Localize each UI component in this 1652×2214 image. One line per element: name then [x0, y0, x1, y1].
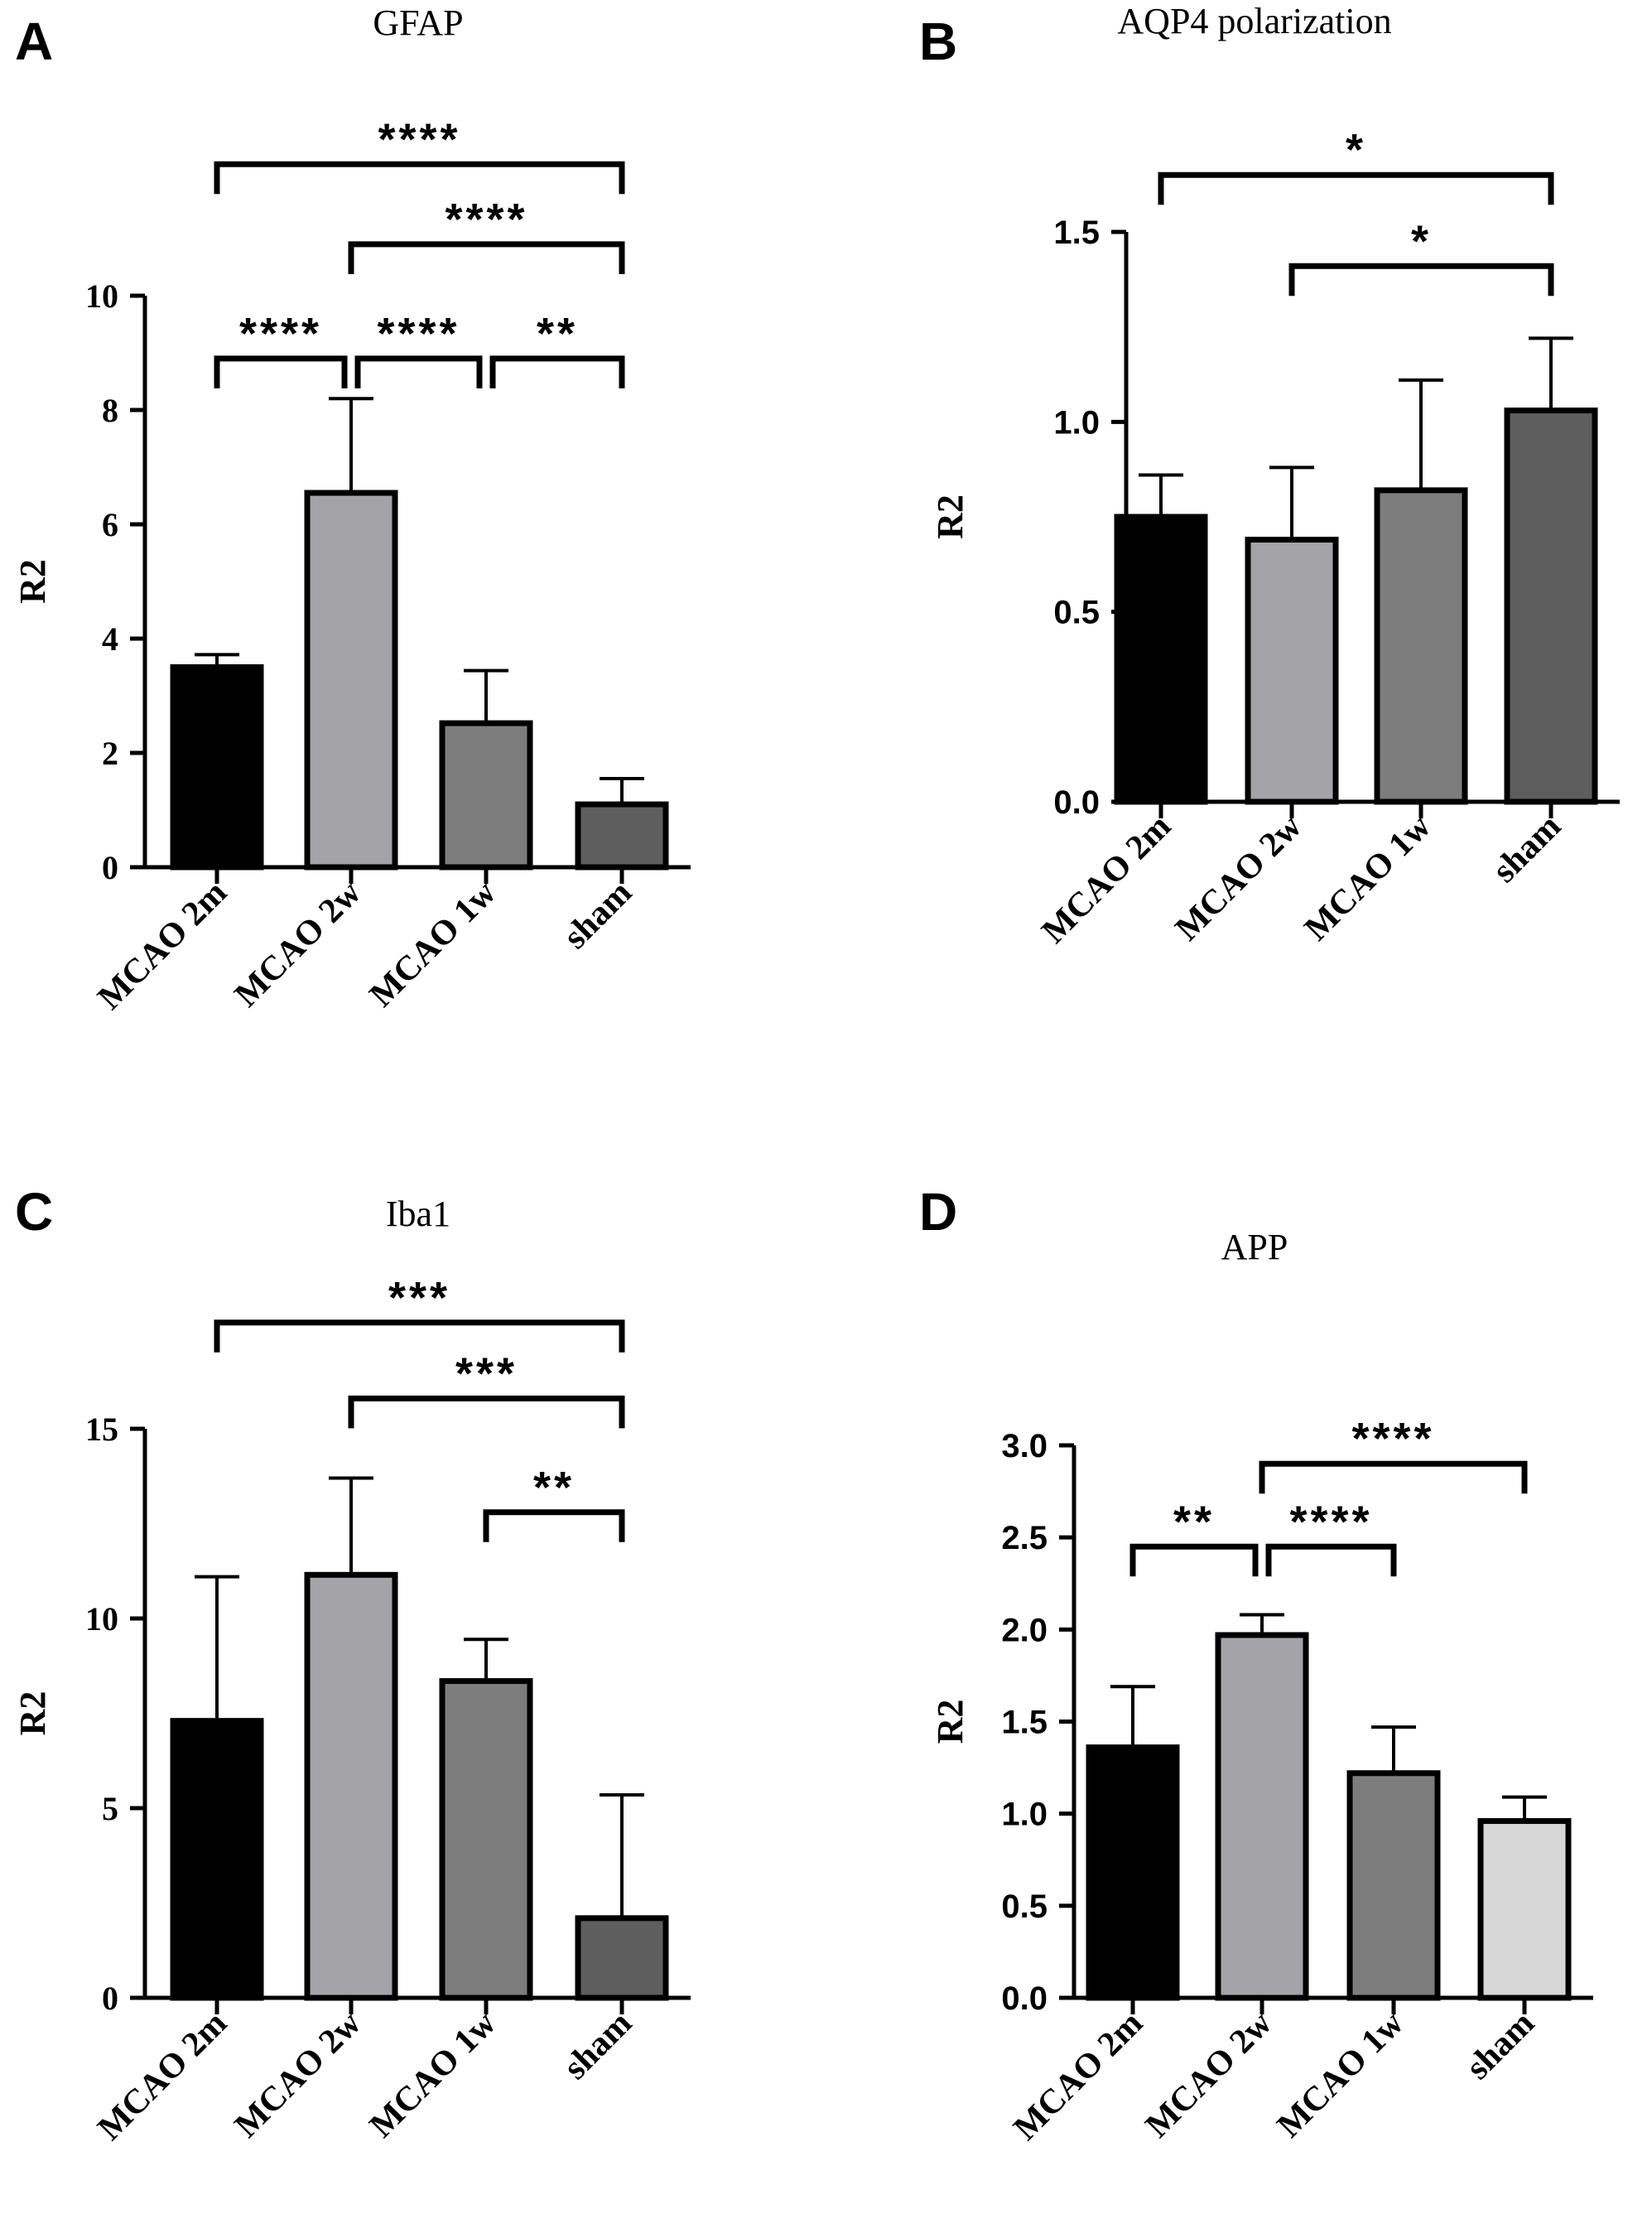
chart-title: GFAP: [373, 2, 463, 43]
category-label: MCAO 2m: [1034, 808, 1178, 952]
category-label: MCAO 1w: [1270, 2004, 1412, 2145]
y-tick-label: 1.5: [1001, 1705, 1048, 1741]
y-tick-label: 2.0: [1001, 1612, 1048, 1648]
bar: [304, 1571, 398, 2001]
y-axis-label: R2: [12, 559, 53, 604]
significance-bracket: [489, 355, 625, 388]
y-tick-label: 1.0: [1053, 404, 1100, 441]
y-axis-label: R2: [12, 1691, 53, 1736]
bar: [170, 1718, 264, 2001]
bar: [304, 490, 398, 871]
chart-title: AQP4 polarization: [1117, 1, 1391, 41]
significance-bracket: [354, 355, 483, 388]
significance-bracket: [214, 161, 625, 195]
y-tick-label: 4: [102, 620, 118, 658]
category-label: MCAO 2w: [1139, 2004, 1280, 2145]
category-label: MCAO 2m: [1006, 2004, 1150, 2149]
significance-label: ***: [388, 1273, 450, 1323]
bar: [170, 664, 264, 871]
y-tick-label: 1.0: [1001, 1797, 1048, 1833]
y-tick-label: 3.0: [1001, 1428, 1048, 1464]
significance-label: ****: [239, 309, 322, 359]
y-tick-label: 5: [102, 1790, 118, 1827]
significance-label: ****: [1351, 1414, 1434, 1464]
bar: [1086, 1744, 1180, 2001]
y-tick-label: 10: [85, 1600, 118, 1638]
bar: [439, 1678, 533, 2001]
bar: [1215, 1632, 1309, 2001]
significance-bracket: [214, 355, 348, 388]
significance-label: **: [1173, 1497, 1215, 1546]
y-tick-label: 2.5: [1001, 1520, 1048, 1556]
significance-bracket: [483, 1509, 625, 1542]
significance-bracket: [348, 1395, 625, 1429]
significance-label: *: [1411, 216, 1432, 266]
category-label: MCAO 2m: [90, 874, 234, 1018]
y-tick-label: 0.5: [1053, 595, 1100, 631]
bar: [1374, 487, 1468, 805]
significance-label: ****: [377, 309, 460, 359]
significance-bracket: [1288, 263, 1554, 297]
bar: [1245, 537, 1339, 805]
bar: [1346, 1770, 1441, 2001]
significance-bracket: [214, 1319, 625, 1353]
category-label: MCAO 2w: [228, 2004, 369, 2145]
significance-label: ****: [1289, 1497, 1372, 1546]
bar: [575, 801, 669, 871]
y-tick-label: 10: [85, 277, 118, 315]
category-label: MCAO 1w: [363, 2004, 504, 2145]
significance-bracket: [1158, 171, 1554, 205]
significance-bracket: [1129, 1543, 1259, 1577]
category-label: sham: [1459, 2004, 1542, 2087]
significance-label: **: [537, 309, 578, 359]
panel-letter: A: [15, 12, 53, 71]
significance-label: ****: [378, 114, 460, 164]
chart-title: Iba1: [386, 1194, 450, 1234]
significance-label: ****: [445, 195, 527, 244]
category-label: MCAO 1w: [1298, 807, 1439, 948]
bar: [1477, 1818, 1572, 2001]
y-tick-label: 2: [102, 735, 118, 772]
significance-label: **: [533, 1463, 575, 1512]
category-label: sham: [556, 2004, 639, 2087]
y-tick-label: 0: [102, 849, 118, 886]
chart-title: APP: [1221, 1227, 1288, 1267]
y-tick-label: 8: [102, 392, 118, 429]
y-tick-label: 0: [102, 1980, 118, 2017]
bar: [439, 720, 533, 871]
bar: [1114, 514, 1208, 805]
y-axis-label: R2: [930, 1700, 970, 1744]
panel-letter: D: [919, 1182, 957, 1242]
y-tick-label: 15: [85, 1411, 118, 1448]
bar: [1504, 408, 1598, 805]
significance-bracket: [348, 241, 625, 274]
panel-letter: B: [919, 12, 957, 71]
y-tick-label: 0.0: [1053, 784, 1100, 821]
significance-bracket: [1259, 1460, 1528, 1494]
category-label: sham: [556, 874, 639, 957]
category-label: MCAO 2m: [90, 2004, 234, 2149]
category-label: MCAO 2w: [228, 873, 369, 1015]
bar: [575, 1915, 669, 2001]
y-tick-label: 6: [102, 506, 118, 543]
significance-bracket: [1265, 1543, 1397, 1577]
y-tick-label: 0.5: [1001, 1888, 1048, 1925]
y-tick-label: 0.0: [1001, 1980, 1048, 2017]
category-label: MCAO 2w: [1168, 807, 1310, 948]
significance-label: ***: [455, 1348, 518, 1398]
y-tick-label: 1.5: [1053, 215, 1100, 251]
significance-label: *: [1346, 125, 1366, 175]
panel-letter: C: [15, 1182, 53, 1242]
category-label: MCAO 1w: [363, 873, 504, 1015]
y-axis-label: R2: [930, 494, 970, 539]
category-label: sham: [1486, 808, 1568, 890]
